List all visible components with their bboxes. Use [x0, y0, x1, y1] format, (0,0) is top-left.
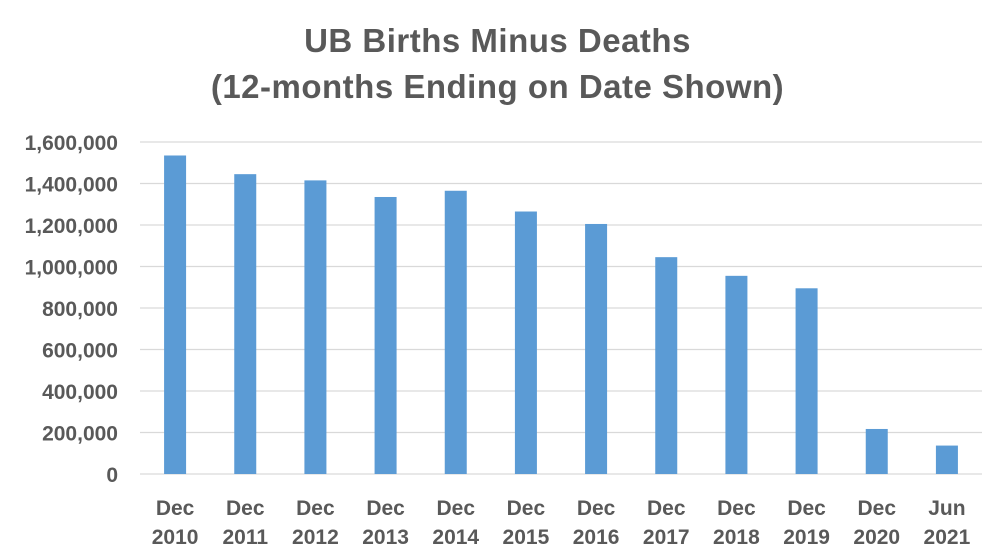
x-tick-label-year: 2020 [853, 526, 900, 549]
y-tick-label: 1,000,000 [25, 257, 118, 280]
x-tick-label-month: Dec [507, 497, 546, 520]
x-tick-label-month: Dec [436, 497, 475, 520]
bar [725, 275, 748, 474]
bar [795, 288, 818, 474]
y-axis-tick-labels: 0 200,000 400,000 600,000 800,000 1,000,000 1,… [25, 132, 118, 487]
bar [585, 223, 608, 474]
x-tick-label-month: Dec [647, 497, 686, 520]
x-tick-label-year: 2012 [292, 526, 339, 549]
x-tick-label-year: 2021 [924, 526, 971, 549]
x-tick-label-year: 2017 [643, 526, 690, 549]
x-tick-label-year: 2015 [503, 526, 550, 549]
x-tick-label-year: 2019 [783, 526, 830, 549]
gridlines [140, 141, 982, 475]
y-tick-label: 0 [106, 464, 118, 487]
bar [164, 155, 187, 475]
x-tick-label-month: Dec [226, 497, 265, 520]
x-tick-label-year: 2013 [362, 526, 409, 549]
bar [304, 180, 327, 474]
bar [234, 174, 257, 474]
y-tick-label: 800,000 [42, 298, 118, 321]
x-tick-label-month: Dec [296, 497, 335, 520]
bar [865, 428, 888, 474]
x-tick-label-month: Dec [577, 497, 616, 520]
bar [514, 211, 537, 474]
x-tick-label-year: 2018 [713, 526, 760, 549]
x-tick-label-month: Dec [857, 497, 896, 520]
x-axis-tick-labels: Dec 2010 Dec 2011 Dec 2012 Dec 2013 Dec 2014 Dec 20… [152, 497, 971, 549]
bar [444, 190, 467, 474]
x-tick-label-year: 2010 [152, 526, 199, 549]
bar [374, 196, 397, 475]
chart-title-line-1: UB Births Minus Deaths [304, 22, 691, 59]
x-tick-label-month: Dec [787, 497, 826, 520]
x-tick-label-year: 2011 [222, 526, 268, 549]
y-tick-label: 400,000 [42, 381, 118, 404]
x-tick-label-month: Dec [366, 497, 405, 520]
y-tick-label: 1,400,000 [25, 174, 118, 197]
x-tick-label-month: Dec [717, 497, 756, 520]
y-tick-label: 1,200,000 [25, 215, 118, 238]
y-tick-label: 1,600,000 [25, 132, 118, 155]
y-tick-label: 600,000 [42, 340, 118, 363]
x-tick-label-month: Jun [928, 497, 965, 520]
bar [935, 445, 958, 474]
y-tick-label: 200,000 [42, 423, 118, 446]
bars [164, 155, 958, 475]
bar [655, 257, 678, 474]
x-tick-label-month: Dec [156, 497, 195, 520]
x-tick-label-year: 2014 [432, 526, 479, 549]
chart-title-line-2: (12-months Ending on Date Shown) [210, 68, 785, 105]
x-tick-label-year: 2016 [573, 526, 620, 549]
